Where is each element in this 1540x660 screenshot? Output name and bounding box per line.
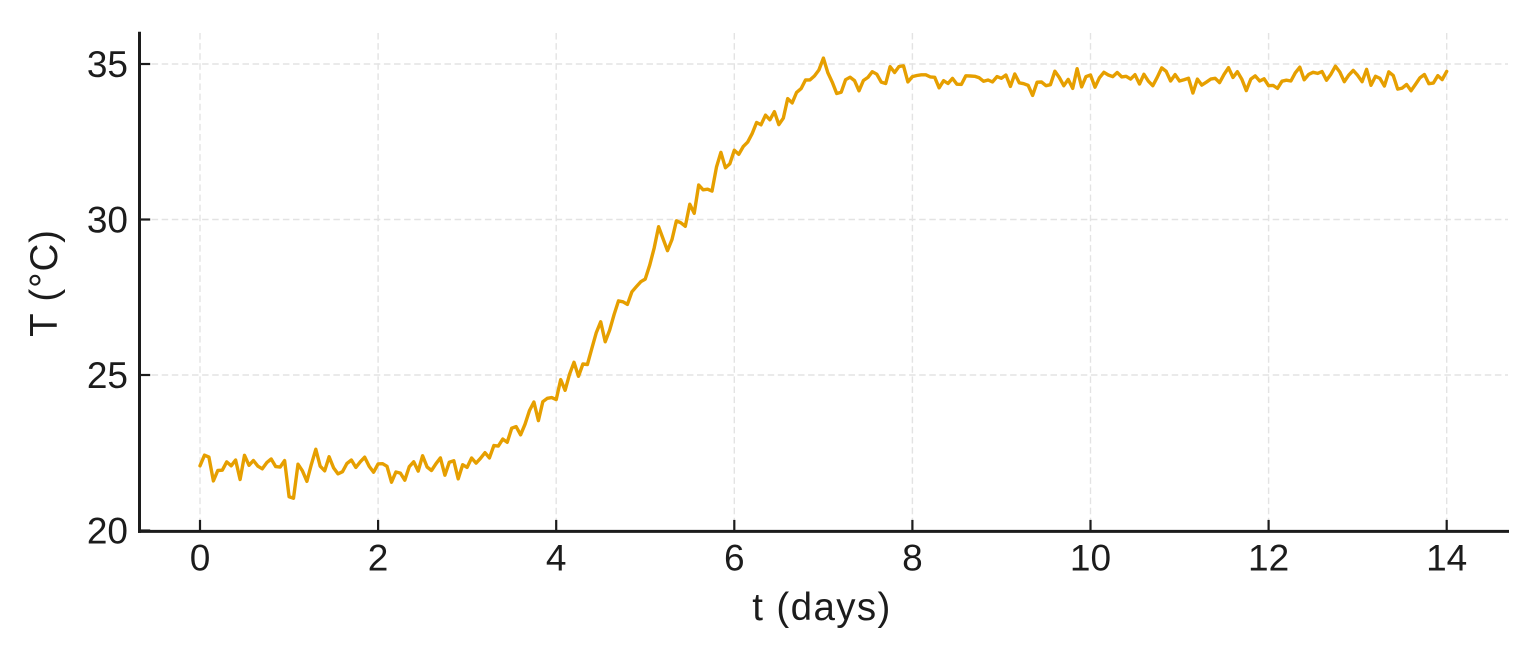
svg-text:25: 25 — [87, 355, 128, 396]
svg-text:8: 8 — [902, 538, 923, 579]
svg-text:4: 4 — [546, 538, 567, 579]
svg-text:10: 10 — [1070, 538, 1111, 579]
svg-text:t (days): t (days) — [752, 586, 892, 629]
svg-text:35: 35 — [87, 44, 128, 85]
svg-text:12: 12 — [1248, 538, 1289, 579]
svg-text:30: 30 — [87, 200, 128, 241]
svg-text:6: 6 — [724, 538, 745, 579]
svg-text:14: 14 — [1426, 538, 1467, 579]
svg-text:2: 2 — [368, 538, 389, 579]
svg-text:T (°C): T (°C) — [23, 229, 66, 337]
svg-text:0: 0 — [190, 538, 211, 579]
svg-text:20: 20 — [87, 511, 128, 552]
